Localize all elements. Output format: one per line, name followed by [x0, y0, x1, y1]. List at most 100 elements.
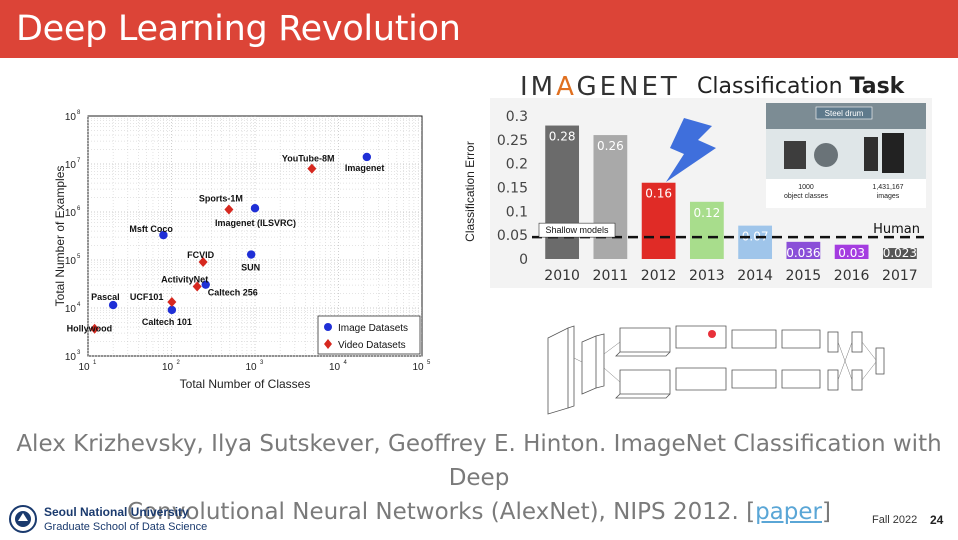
bar-category-label: 2010	[544, 268, 580, 284]
y-tick-exponent: 6	[77, 206, 81, 212]
y-tick-label: 10	[65, 304, 77, 315]
y-tick-exponent: 4	[77, 302, 81, 308]
video-dataset-point	[198, 256, 208, 267]
y-tick-exponent: 5	[77, 254, 81, 260]
y-axis-label: Total Number of Examples	[53, 166, 67, 307]
error-bar	[689, 201, 724, 259]
error-bar	[641, 182, 676, 259]
photo-label: Steel drum	[825, 109, 864, 118]
point-label: Msft Coco	[129, 224, 173, 234]
semester-label: Fall 2022	[872, 514, 918, 526]
bar-value-label: 0.16	[645, 187, 672, 201]
image-dataset-point	[201, 280, 210, 289]
bar-y-tick-label: 0	[519, 252, 528, 268]
point-label: Sports-1M	[199, 193, 243, 203]
y-tick-label: 10	[65, 352, 77, 363]
bar-y-tick-label: 0.25	[497, 133, 528, 149]
point-label: YouTube-8M	[282, 154, 335, 164]
bar-value-label: 0.036	[786, 246, 820, 260]
error-bar	[786, 241, 821, 259]
y-tick-exponent: 7	[77, 158, 81, 164]
citation-line-2: Convolutional Neural Networks (AlexNet),…	[127, 499, 831, 525]
video-dataset-point	[224, 204, 234, 215]
x-tick-label: 10	[329, 362, 341, 373]
bar-category-label: 2016	[834, 268, 870, 284]
x-axis-label: Total Number of Classes	[180, 377, 311, 391]
bar-y-tick-label: 0.2	[506, 157, 528, 173]
bar-value-label: 0.28	[549, 130, 576, 144]
svg-text:images: images	[877, 193, 900, 200]
title-bar: Deep Learning Revolution	[0, 0, 958, 58]
shallow-models-label: Shallow models	[545, 225, 609, 235]
x-tick-exponent: 3	[260, 360, 264, 366]
video-dataset-point	[90, 323, 100, 334]
snu-logo-icon	[9, 505, 37, 533]
grid-lines	[87, 116, 422, 357]
legend-image-label: Image Datasets	[338, 323, 408, 334]
error-bar	[593, 135, 628, 259]
bar-category-label: 2013	[689, 268, 725, 284]
shallow-models-box	[538, 222, 616, 238]
y-tick-exponent: 8	[77, 110, 81, 116]
bar-value-label: 0.07	[742, 230, 769, 244]
point-label: FCVID	[187, 250, 215, 260]
video-dataset-point	[307, 163, 317, 174]
alexnet-architecture-diagram	[547, 325, 885, 415]
point-label: Imagenet (ILSVRC)	[215, 218, 296, 228]
x-tick-exponent: 4	[344, 360, 348, 366]
x-tick-label: 10	[162, 362, 174, 373]
imagenet-logo: IMAGENET	[520, 72, 680, 102]
point-label: Imagenet	[345, 163, 385, 173]
error-bar	[545, 125, 580, 260]
bar-category-label: 2015	[786, 268, 822, 284]
bar-value-label: 0.26	[597, 139, 624, 153]
bar-value-label: 0.12	[694, 206, 721, 220]
x-tick-exponent: 2	[177, 360, 181, 366]
bar-y-tick-label: 0.05	[497, 228, 528, 244]
y-tick-label: 10	[65, 256, 77, 267]
human-label: Human	[873, 222, 920, 237]
citation-line-1: Alex Krizhevsky, Ilya Sutskever, Geoffre…	[16, 431, 942, 491]
bar-y-tick-label: 0.1	[506, 204, 528, 220]
bar-y-axis-label: Classification Error	[463, 141, 477, 242]
x-tick-label: 10	[78, 362, 90, 373]
steel-drum-photo: Steel drum 1000 object classes 1,431,167…	[766, 103, 926, 208]
legend-video-label: Video Datasets	[338, 340, 406, 351]
page-number: 24	[930, 513, 944, 527]
bar-y-tick-label: 0.15	[497, 181, 528, 197]
y-tick-label: 10	[65, 208, 77, 219]
bar-category-label: 2014	[737, 268, 773, 284]
image-dataset-point	[167, 305, 177, 315]
error-bar	[834, 244, 869, 259]
point-label: SUN	[241, 263, 260, 273]
point-label: UCF101	[130, 292, 164, 302]
image-dataset-point	[159, 230, 168, 240]
error-bar	[882, 248, 917, 259]
image-dataset-point	[362, 152, 372, 162]
legend-image-marker	[324, 323, 332, 331]
error-bar	[738, 225, 773, 259]
point-label: Pascal	[91, 292, 120, 302]
svg-text:object classes: object classes	[784, 193, 828, 200]
x-tick-exponent: 5	[427, 360, 431, 366]
video-dataset-point	[192, 281, 202, 292]
school-name: Graduate School of Data Science	[44, 521, 208, 533]
image-dataset-point	[108, 300, 118, 310]
legend-video-marker	[324, 339, 332, 349]
legend-box	[317, 315, 421, 355]
y-tick-label: 10	[65, 112, 77, 123]
slide-title: Deep Learning Revolution	[16, 9, 461, 49]
university-name: Seoul National University	[44, 505, 189, 519]
y-tick-label: 10	[65, 160, 77, 171]
lightning-bolt-icon	[666, 118, 716, 182]
point-label: Caltech 256	[208, 288, 258, 298]
svg-text:1,431,167: 1,431,167	[872, 184, 903, 191]
x-tick-exponent: 1	[93, 360, 97, 366]
y-tick-exponent: 3	[77, 350, 81, 356]
bar-category-label: 2012	[641, 268, 677, 284]
bar-value-label: 0.03	[838, 246, 865, 260]
image-dataset-point	[250, 203, 260, 213]
paper-link[interactable]: paper	[755, 499, 822, 525]
bar-value-label: 0.023	[883, 246, 917, 260]
